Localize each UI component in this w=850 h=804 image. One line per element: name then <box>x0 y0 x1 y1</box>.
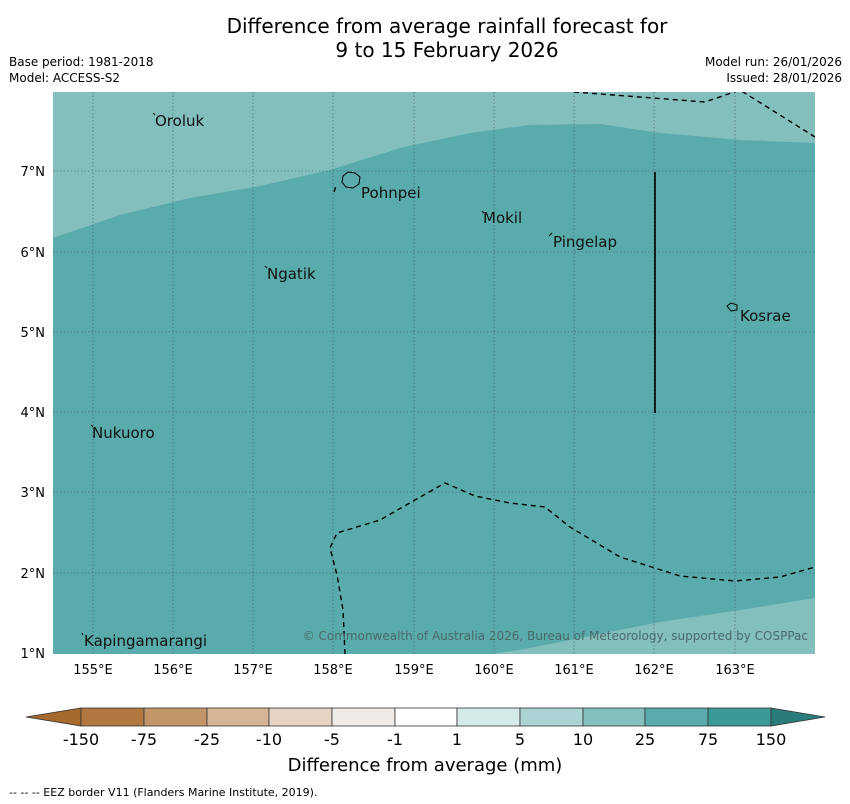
colorbar-bin <box>331 707 396 727</box>
eez-borders <box>329 92 815 654</box>
colorbar-bin <box>519 707 584 727</box>
lon-tick-label: 155°E <box>73 663 113 678</box>
colorbar-bin <box>268 707 333 727</box>
islet-markers <box>81 112 553 636</box>
colorbar-extend-low <box>25 707 82 727</box>
lat-tick-label: 2°N <box>21 567 46 582</box>
colorbar-bin <box>80 707 145 727</box>
eez-legend-note: -- -- -- EEZ border V11 (Flanders Marine… <box>9 786 318 799</box>
island-pohnpei <box>341 171 361 189</box>
colorbar-bin <box>206 707 270 727</box>
islands <box>341 171 738 312</box>
islet-nukuoro <box>90 424 94 428</box>
model-label: Model: ACCESS-S2 <box>9 71 121 85</box>
lat-tick-labels: 1°N 2°N 3°N 4°N 5°N 6°N 7°N <box>21 165 46 662</box>
islet-pingelap <box>548 232 553 237</box>
lon-tick-label: 160°E <box>474 663 514 678</box>
colorbar-tick-label: 1 <box>452 730 462 749</box>
islet-ngatik <box>264 265 268 269</box>
lon-tick-labels: 155°E 156°E 157°E 158°E 159°E 160°E 161°… <box>73 663 755 678</box>
colorbar-tick-label: -1 <box>387 730 403 749</box>
lat-tick-label: 5°N <box>21 326 46 341</box>
meta-right: Model run: 26/01/2026 Issued: 28/01/2026 <box>705 54 842 86</box>
colorbar-tick-label: 10 <box>573 730 593 749</box>
place-label-pohnpei: Pohnpei <box>361 184 421 202</box>
place-label-mokil: Mokil <box>483 209 522 227</box>
colorbar-label: Difference from average (mm) <box>287 755 563 776</box>
colorbar-tick-label: -25 <box>194 730 220 749</box>
colorbar-tick-labels: -150 -75 -25 -10 -5 -1 1 5 10 25 75 150 <box>63 730 786 749</box>
map-title-line2: 9 to 15 February 2026 <box>335 38 559 62</box>
lon-tick-label: 163°E <box>715 663 755 678</box>
lon-tick-label: 159°E <box>394 663 434 678</box>
colorbar-bin <box>394 707 458 727</box>
colorbar-bin <box>143 707 208 727</box>
colorbar-tick-label: -75 <box>131 730 157 749</box>
colorbar-bin <box>707 707 772 727</box>
colorbar-tick-label: 150 <box>756 730 787 749</box>
colorbar-tick-label: 75 <box>698 730 718 749</box>
wet-mid-region <box>53 124 815 654</box>
meta-left: Base period: 1981-2018 Model: ACCESS-S2 <box>9 54 154 86</box>
lon-tick-label: 161°E <box>554 663 594 678</box>
lat-tick-label: 1°N <box>21 647 46 662</box>
place-label-kosrae: Kosrae <box>740 307 791 325</box>
base-period-label: Base period: 1981-2018 <box>9 55 154 69</box>
eez-border-north <box>573 92 815 138</box>
islet-kapingamarangi <box>81 632 84 636</box>
map-title: Difference from average rainfall forecas… <box>0 14 850 62</box>
colorbar <box>25 707 826 727</box>
colorbar-tick-label: 25 <box>635 730 655 749</box>
lon-tick-label: 156°E <box>153 663 193 678</box>
place-label-kapingamarangi: Kapingamarangi <box>84 632 207 650</box>
island-kosrae <box>726 302 738 312</box>
islet-mokil <box>481 210 485 214</box>
colorbar-tick-label: 5 <box>515 730 525 749</box>
lon-tick-label: 157°E <box>233 663 273 678</box>
lat-tick-label: 4°N <box>21 406 46 421</box>
place-label-pingelap: Pingelap <box>553 233 617 251</box>
map-title-line1: Difference from average rainfall forecas… <box>226 14 668 38</box>
place-label-ngatik: Ngatik <box>267 265 316 283</box>
issued-label: Issued: 28/01/2026 <box>726 71 842 85</box>
colorbar-tick-label: -5 <box>324 730 340 749</box>
lat-tick-label: 3°N <box>21 486 46 501</box>
model-run-label: Model run: 26/01/2026 <box>704 55 842 69</box>
lat-tick-label: 7°N <box>21 165 46 180</box>
colorbar-tick-label: -150 <box>63 730 99 749</box>
colorbar-bin <box>644 707 709 727</box>
colorbar-bin <box>582 707 646 727</box>
lon-tick-label: 162°E <box>634 663 674 678</box>
colorbar-tick-label: -10 <box>256 730 282 749</box>
place-label-nukuoro: Nukuoro <box>92 424 155 442</box>
place-labels: Oroluk Pohnpei Mokil Pingelap Ngatik Kos… <box>84 112 791 650</box>
lat-tick-label: 6°N <box>21 246 46 261</box>
islet-oroluk <box>152 112 156 116</box>
eez-border-pohnpei <box>333 185 337 193</box>
grid-lines <box>53 92 815 654</box>
place-label-oroluk: Oroluk <box>155 112 204 130</box>
colorbar-extend-high <box>770 707 826 727</box>
colorbar-bin <box>456 707 521 727</box>
lon-tick-label: 158°E <box>313 663 353 678</box>
copyright-note: © Commonwealth of Australia 2026, Bureau… <box>303 629 808 643</box>
